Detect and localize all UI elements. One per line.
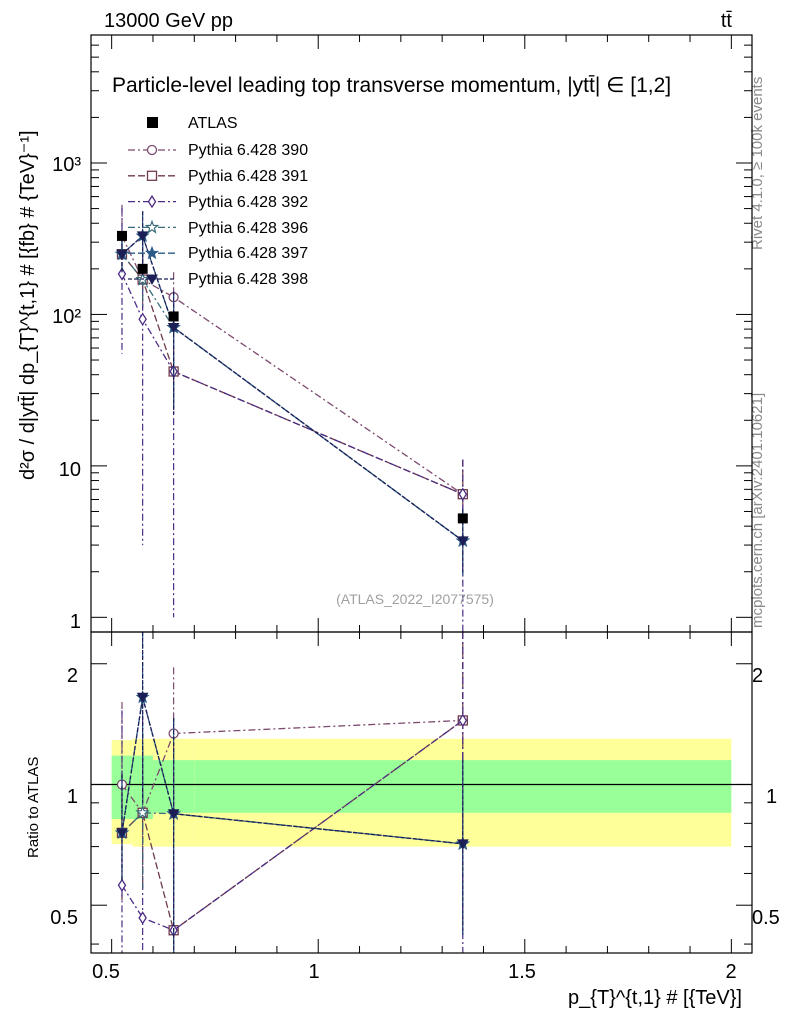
process-label: tt̄ xyxy=(721,10,733,32)
legend-marker xyxy=(147,194,157,209)
legend-label-397: Pythia 6.428 397 xyxy=(188,245,308,262)
chart-title: Particle-level leading top transverse mo… xyxy=(112,74,671,97)
mcplots-label: mcplots.cern.ch [arXiv:2401.10621] xyxy=(749,393,766,628)
legend: ATLAS Pythia 6.428 390 Pythia 6.428 391 … xyxy=(128,115,308,288)
x-axis-label: p_{T}^{t,1} # [{TeV}] xyxy=(568,987,742,1009)
y-tick-label: 10³ xyxy=(52,154,81,176)
series-point xyxy=(138,312,147,326)
axis-ticks xyxy=(91,34,752,953)
ratio-tick-label-left: 2 xyxy=(67,665,78,687)
ratio-point xyxy=(135,805,150,819)
ratio-point xyxy=(116,828,128,839)
analysis-watermark: (ATLAS_2022_I2077575) xyxy=(336,591,494,607)
rivet-label: Rivet 4.1.0, ≥ 100k events xyxy=(749,77,766,250)
ratio-frame xyxy=(90,631,753,954)
ratio-series-line xyxy=(121,719,463,815)
ratio-tick-label-left: 1 xyxy=(67,786,78,808)
atlas-data-point xyxy=(168,311,179,322)
series-point xyxy=(117,267,127,281)
main-panel xyxy=(114,204,471,632)
ratio-tick-label-right: 0.5 xyxy=(752,907,780,929)
y-tick-label: 10² xyxy=(52,306,81,328)
x-tick-label: 0.5 xyxy=(92,961,120,983)
x-tick-label: 1 xyxy=(308,961,319,983)
series-point xyxy=(136,231,149,242)
legend-marker xyxy=(146,144,158,156)
ratio-point xyxy=(117,878,127,892)
ratio-point xyxy=(456,839,469,850)
x-tick-label: 2 xyxy=(725,961,736,983)
ratio-tick-label-left: 0.5 xyxy=(50,907,78,929)
legend-label-390: Pythia 6.428 390 xyxy=(188,142,308,159)
ratio-tick-label-right: 2 xyxy=(752,665,763,687)
legend-marker-atlas xyxy=(147,117,158,128)
legend-marker xyxy=(146,170,158,181)
series-point xyxy=(116,249,128,261)
y-axis-label: d²σ / d|ytt̄| dp_{T}^{t,1} # [{fb} # {Te… xyxy=(17,130,39,480)
x-tick-label: 1.5 xyxy=(508,961,536,983)
ratio-series-line xyxy=(121,719,464,932)
legend-marker xyxy=(146,274,158,286)
legend-label-392: Pythia 6.428 392 xyxy=(188,194,308,211)
atlas-data-point xyxy=(116,230,127,241)
ratio-point xyxy=(167,809,180,820)
atlas-data-point xyxy=(137,263,148,274)
series-line xyxy=(121,234,464,542)
legend-marker xyxy=(144,219,160,234)
series-point xyxy=(167,322,180,334)
ratio-point xyxy=(136,692,149,704)
ratio-point xyxy=(458,713,468,728)
series-line xyxy=(121,235,464,495)
series-point xyxy=(458,487,468,501)
series-point xyxy=(456,536,469,547)
ratio-series-line xyxy=(121,697,463,845)
legend-label-atlas: ATLAS xyxy=(188,115,238,132)
y-tick-label: 10 xyxy=(59,459,81,481)
ratio-tick-label-right: 1 xyxy=(766,786,777,808)
legend-label-391: Pythia 6.428 391 xyxy=(188,168,308,185)
legend-marker xyxy=(144,245,160,260)
y-tick-label: 1 xyxy=(70,611,81,633)
energy-label: 13000 GeV pp xyxy=(104,10,233,32)
series-line xyxy=(121,253,464,542)
series-line xyxy=(121,273,464,495)
legend-label-396: Pythia 6.428 396 xyxy=(188,220,308,237)
atlas-data-point xyxy=(457,513,468,524)
ratio-series-line xyxy=(121,719,464,932)
legend-label-398: Pythia 6.428 398 xyxy=(188,271,308,288)
ratio-panel xyxy=(91,632,752,953)
ratio-point xyxy=(138,911,147,925)
ratio-axis-label: Ratio to ATLAS xyxy=(25,757,42,858)
